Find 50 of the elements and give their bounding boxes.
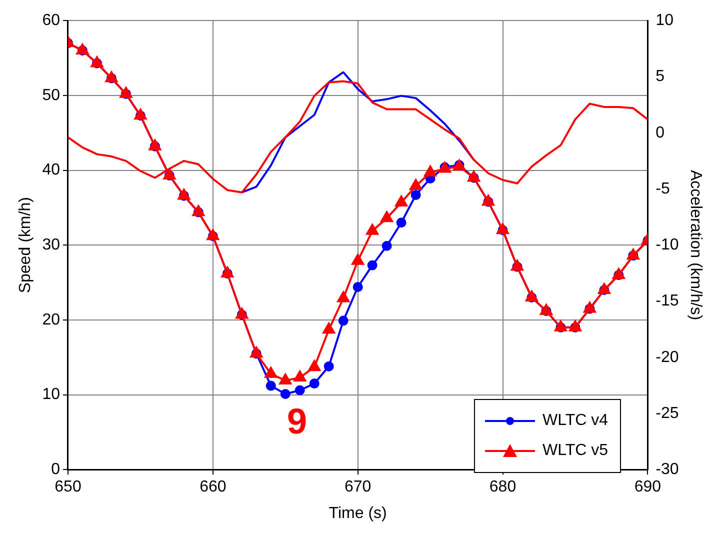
legend-label: WLTC v5	[542, 442, 608, 460]
point	[366, 224, 379, 235]
point	[338, 316, 348, 326]
y2-tick-label: 0	[656, 124, 665, 142]
point	[266, 380, 276, 391]
y2-tick-label: -30	[656, 461, 679, 478]
y-tick-label: 30	[42, 236, 60, 254]
y2-axis-title: Acceleration (km/h/s)	[686, 170, 704, 320]
x-tick-label: 670	[344, 478, 372, 496]
x-axis-title: Time (s)	[328, 504, 387, 522]
point	[337, 291, 350, 302]
y-axis-title: Speed (km/h)	[17, 197, 34, 294]
point	[396, 218, 406, 228]
point	[352, 282, 363, 292]
point	[280, 389, 290, 400]
point	[352, 254, 364, 265]
y-tick-label: 10	[42, 386, 60, 404]
point	[424, 166, 436, 177]
y2-tick-label: -25	[656, 404, 679, 422]
y-tick-label: 20	[42, 311, 60, 328]
legend-label: WLTC v4	[542, 412, 608, 430]
point	[367, 260, 378, 270]
y-tick-label: 0	[51, 461, 60, 478]
point	[279, 374, 292, 385]
point	[410, 190, 421, 200]
x-tick-label: 690	[634, 478, 662, 496]
point	[410, 178, 422, 190]
x-tick-label: 660	[200, 478, 226, 496]
y2-tick-label: -15	[656, 292, 679, 310]
y2-tick-label: -20	[656, 348, 679, 366]
point	[309, 378, 320, 389]
point	[308, 360, 321, 372]
point	[324, 361, 334, 372]
y2-tick-label: 5	[656, 68, 665, 86]
point	[294, 370, 306, 382]
point	[395, 195, 408, 206]
point	[294, 385, 305, 396]
point	[382, 240, 392, 251]
point	[322, 322, 336, 334]
y-tick-label: 40	[42, 162, 60, 179]
y2-tick-label: 10	[656, 12, 674, 30]
x-tick-label: 680	[489, 478, 516, 496]
y-tick-label: 60	[42, 12, 60, 30]
y2-tick-label: -10	[656, 236, 679, 254]
x-tick-label: 650	[54, 478, 82, 496]
point	[380, 211, 394, 222]
annotation: 9	[286, 400, 307, 442]
y2-tick-label: -5	[656, 180, 670, 198]
y-tick-label: 50	[42, 86, 60, 104]
point	[264, 366, 278, 378]
